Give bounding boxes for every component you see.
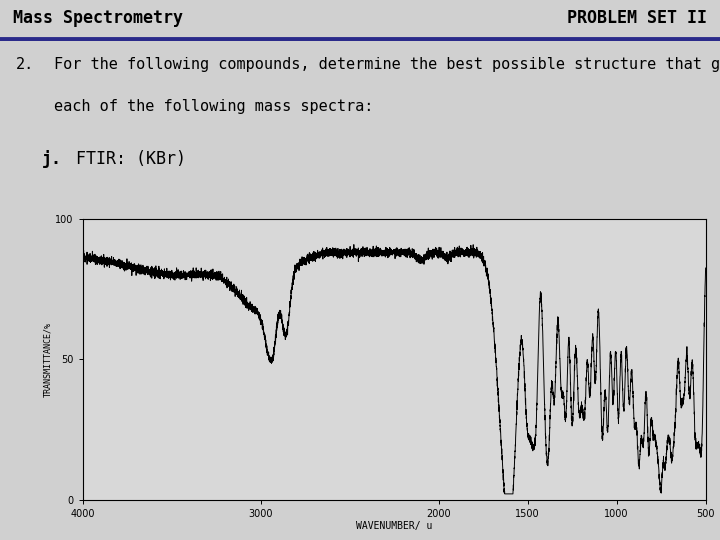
Text: FTIR: (KBr): FTIR: (KBr) [76, 150, 186, 168]
Y-axis label: TRANSMITTANCE/%: TRANSMITTANCE/% [44, 322, 53, 396]
Text: Mass Spectrometry: Mass Spectrometry [13, 9, 183, 27]
X-axis label: WAVENUMBER/ u: WAVENUMBER/ u [356, 521, 433, 531]
Text: each of the following mass spectra:: each of the following mass spectra: [54, 99, 374, 114]
Text: PROBLEM SET II: PROBLEM SET II [567, 9, 707, 27]
Text: 2.: 2. [16, 57, 34, 72]
Text: j.: j. [42, 150, 62, 168]
Text: For the following compounds, determine the best possible structure that gives: For the following compounds, determine t… [54, 57, 720, 72]
